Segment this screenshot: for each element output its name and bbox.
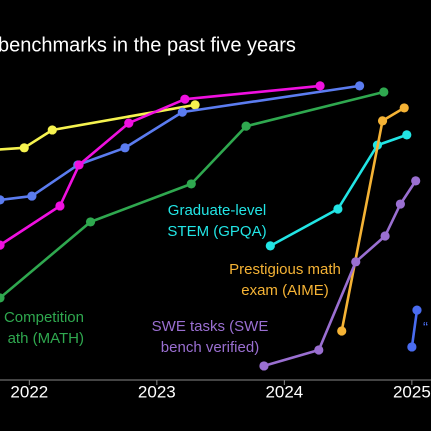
data-point	[74, 160, 84, 170]
data-point	[377, 116, 388, 126]
x-tick-label: 2022	[10, 382, 48, 401]
x-tick-label: 2025	[393, 382, 431, 401]
data-point	[314, 345, 324, 355]
annotation: “	[423, 319, 428, 336]
data-point	[0, 293, 5, 303]
series-line	[0, 84, 321, 247]
data-point	[47, 125, 57, 135]
data-point	[27, 191, 37, 201]
annotation: SWE tasks (SWE	[152, 318, 269, 335]
data-point	[411, 176, 421, 186]
data-point	[120, 143, 130, 153]
data-point	[190, 100, 200, 110]
data-point	[241, 121, 251, 131]
data-point	[333, 204, 343, 214]
series-line	[269, 133, 408, 248]
data-point	[354, 81, 365, 91]
data-point	[19, 143, 29, 153]
data-point	[402, 130, 412, 140]
series-line	[410, 309, 419, 348]
annotation: exam (AIME)	[241, 282, 329, 299]
annotation: Graduate-level	[168, 202, 266, 219]
data-point	[399, 103, 409, 113]
annotation: ath (MATH)	[8, 330, 84, 347]
chart-title: benchmarks in the past five years	[0, 34, 296, 56]
data-point	[55, 201, 65, 211]
series-line	[0, 103, 196, 151]
data-point	[395, 199, 405, 209]
series-line	[0, 84, 360, 202]
data-point	[259, 361, 269, 371]
data-point	[265, 241, 275, 251]
data-point	[85, 217, 96, 227]
data-point	[412, 305, 422, 315]
annotation: Competition	[4, 309, 84, 326]
data-point	[186, 179, 196, 189]
x-tick-label: 2024	[265, 382, 303, 401]
data-point	[337, 326, 347, 336]
series-line	[263, 180, 417, 368]
data-point	[407, 342, 417, 352]
data-point	[180, 94, 190, 104]
x-tick-label: 2023	[138, 382, 176, 401]
data-point	[0, 195, 5, 205]
plot-area	[0, 81, 422, 371]
data-point	[380, 231, 390, 241]
data-point	[351, 257, 361, 267]
data-point	[0, 240, 5, 250]
data-point	[379, 87, 389, 97]
annotation: bench verified)	[161, 339, 259, 356]
data-point	[124, 118, 134, 128]
data-point	[315, 81, 325, 91]
annotation: Prestigious math	[229, 261, 341, 278]
annotation: STEM (GPQA)	[167, 223, 266, 240]
data-point	[177, 107, 187, 117]
